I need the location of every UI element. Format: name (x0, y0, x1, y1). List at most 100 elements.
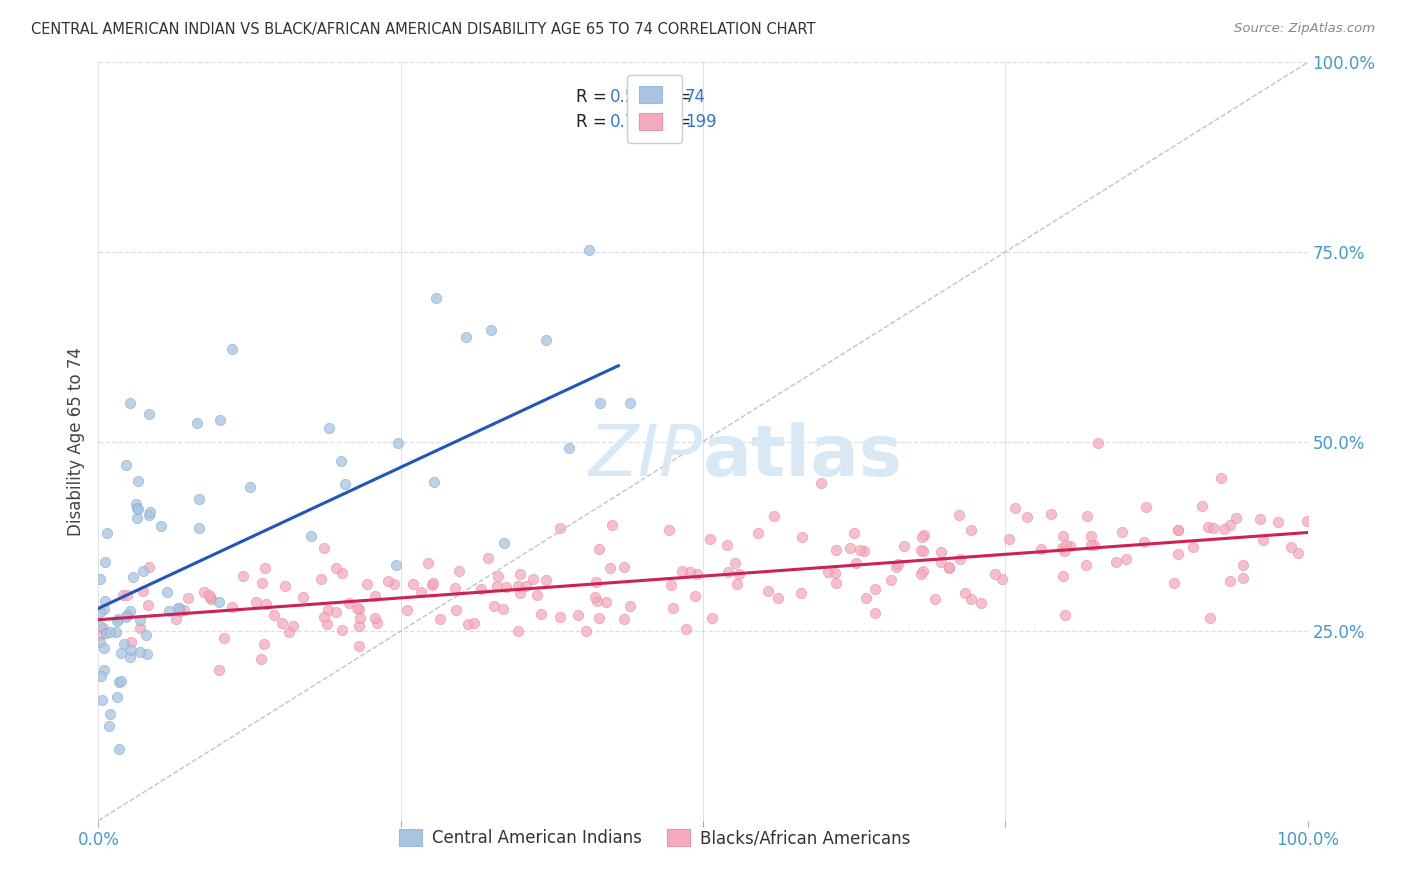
Point (1251, 533, 1274, 547)
Point (127, 502, 149, 516)
Point (281, 619, 304, 633)
Point (110, 646, 132, 660)
Point (1163, 575, 1185, 590)
Point (333, 476, 356, 491)
Point (998, 532, 1021, 546)
Point (232, 569, 254, 583)
Point (1219, 517, 1241, 532)
Point (724, 556, 747, 570)
Point (675, 622, 697, 636)
Point (107, 612, 129, 626)
Point (446, 603, 468, 617)
Point (420, 578, 443, 592)
Legend: Central American Indians, Blacks/African Americans: Central American Indians, Blacks/African… (392, 822, 917, 854)
Point (125, 497, 148, 511)
Point (1267, 515, 1289, 529)
Point (422, 576, 444, 591)
Point (91, 621, 114, 635)
Text: N =: N = (648, 112, 696, 130)
Point (411, 584, 433, 599)
Point (139, 505, 162, 519)
Point (659, 578, 682, 592)
Point (509, 586, 531, 600)
Point (1197, 520, 1219, 534)
Point (423, 475, 446, 489)
Point (89, 619, 111, 633)
Point (193, 585, 215, 599)
Point (839, 541, 862, 555)
Point (98, 625, 121, 640)
Point (1133, 535, 1156, 549)
Point (508, 624, 530, 639)
Point (747, 525, 769, 540)
Point (1052, 541, 1074, 556)
Point (575, 624, 598, 639)
Point (93, 593, 115, 607)
Point (125, 511, 148, 525)
Point (1040, 507, 1063, 521)
Point (349, 602, 371, 616)
Point (120, 649, 142, 664)
Point (129, 645, 152, 659)
Point (1201, 521, 1223, 535)
Point (250, 576, 273, 591)
Point (214, 631, 236, 645)
Point (250, 652, 273, 666)
Point (1198, 611, 1220, 625)
Point (1052, 529, 1074, 543)
Point (173, 603, 195, 617)
Point (89, 627, 111, 641)
Point (477, 551, 499, 566)
Point (825, 542, 848, 557)
Point (938, 560, 960, 574)
Point (910, 530, 932, 544)
Point (567, 607, 589, 622)
Point (1279, 540, 1302, 554)
Point (863, 582, 886, 597)
Point (548, 609, 571, 624)
Point (485, 579, 508, 593)
Point (588, 542, 610, 557)
Point (395, 603, 418, 617)
Point (94, 626, 117, 640)
Point (347, 639, 370, 653)
Point (1212, 522, 1234, 536)
Point (131, 564, 153, 578)
Point (1104, 555, 1126, 569)
Point (208, 594, 231, 608)
Point (1232, 558, 1254, 573)
Point (619, 599, 641, 613)
Point (530, 607, 553, 621)
Point (948, 508, 970, 523)
Point (766, 591, 789, 605)
Point (1076, 508, 1098, 523)
Point (1115, 552, 1137, 566)
Point (112, 637, 135, 651)
Point (1232, 571, 1254, 585)
Point (588, 396, 610, 410)
Point (699, 532, 721, 546)
Point (599, 560, 621, 574)
Point (94, 555, 117, 569)
Point (880, 573, 903, 587)
Point (132, 583, 155, 598)
Point (221, 599, 243, 614)
Point (884, 559, 907, 574)
Point (1295, 514, 1317, 528)
Point (330, 566, 353, 580)
Point (1167, 548, 1189, 562)
Point (959, 523, 981, 537)
Point (486, 569, 509, 583)
Point (138, 508, 160, 522)
Point (309, 572, 332, 586)
Point (1080, 529, 1102, 543)
Point (494, 535, 516, 549)
Point (186, 416, 208, 430)
Point (583, 590, 606, 604)
Point (1054, 538, 1077, 552)
Point (136, 647, 159, 661)
Point (716, 539, 738, 553)
Point (492, 601, 515, 615)
Point (984, 567, 1007, 582)
Point (1182, 540, 1205, 554)
